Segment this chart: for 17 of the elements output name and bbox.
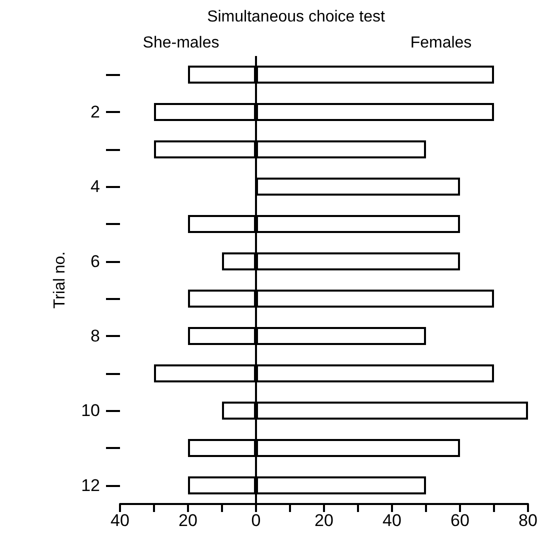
x-tick-label: 40 bbox=[110, 511, 130, 530]
x-tick-label: 0 bbox=[251, 511, 261, 530]
y-tick-label: 4 bbox=[90, 177, 100, 196]
y-tick-label: 6 bbox=[90, 252, 100, 271]
x-tick-label: 60 bbox=[450, 511, 470, 530]
x-tick-label: 20 bbox=[314, 511, 334, 530]
x-tick-label: 80 bbox=[518, 511, 538, 530]
x-tick-label: 20 bbox=[178, 511, 198, 530]
series-label: Females bbox=[410, 34, 472, 52]
y-tick-label: 10 bbox=[81, 401, 100, 420]
y-tick-label: 8 bbox=[90, 326, 100, 346]
y-axis-title: Trial no. bbox=[52, 251, 68, 309]
y-tick-label: 2 bbox=[90, 102, 100, 122]
series-label: She-males bbox=[142, 34, 220, 52]
chart-title: Simultaneous choice test bbox=[207, 8, 386, 26]
y-tick-label: 12 bbox=[81, 476, 100, 495]
x-tick-label: 40 bbox=[382, 511, 402, 530]
